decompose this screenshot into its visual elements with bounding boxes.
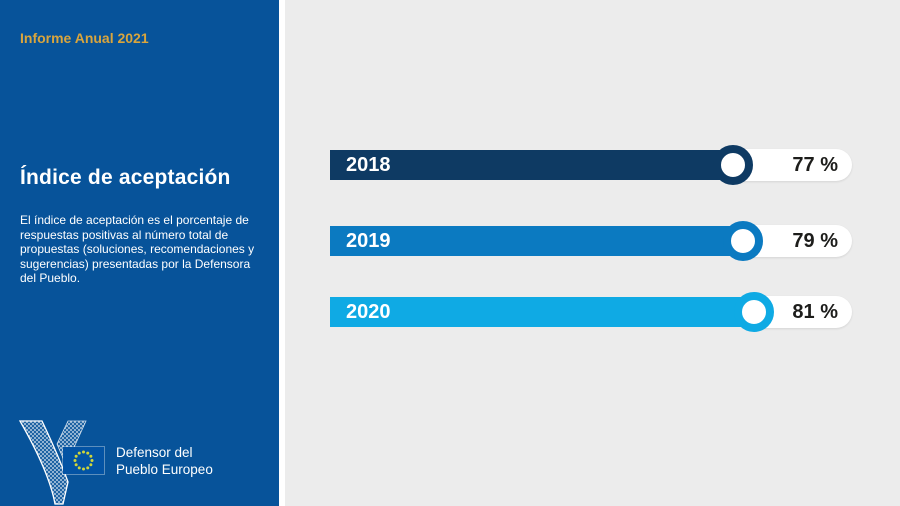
year-label: 2018: [346, 154, 391, 176]
bar-end-ring: [713, 145, 753, 185]
chart-description: El índice de aceptación es el porcentaje…: [20, 213, 255, 286]
eu-flag-icon: [63, 447, 104, 474]
acceptance-rate-chart: 2018 77 % 2019 79 % 2020 81 %: [330, 0, 852, 506]
bar-2019: 2019: [330, 226, 743, 256]
bar-end-ring: [723, 221, 763, 261]
chart-area: 2018 77 % 2019 79 % 2020 81 %: [285, 0, 900, 506]
ombudsman-logo: Defensor del Pueblo Europeo: [17, 420, 267, 506]
sidebar-divider: [279, 0, 285, 506]
value-label: 77 %: [792, 154, 838, 176]
bar-end-ring: [734, 292, 774, 332]
report-title: Informe Anual 2021: [20, 30, 149, 46]
year-label: 2019: [346, 230, 391, 252]
bar-row-2018: 2018 77 %: [330, 145, 852, 185]
bar-2018: 2018: [330, 150, 733, 180]
org-name-line1: Defensor del: [116, 445, 193, 460]
value-label: 79 %: [792, 230, 838, 252]
bar-row-2020: 2020 81 %: [330, 292, 852, 332]
org-name-line2: Pueblo Europeo: [116, 462, 213, 477]
bar-row-2019: 2019 79 %: [330, 221, 852, 261]
bar-2020: 2020: [330, 297, 754, 327]
sidebar: Informe Anual 2021 Índice de aceptación …: [0, 0, 279, 506]
value-label: 81 %: [792, 301, 838, 323]
page-title: Índice de aceptación: [20, 166, 231, 189]
org-name: Defensor del Pueblo Europeo: [116, 444, 213, 478]
year-label: 2020: [346, 301, 391, 323]
